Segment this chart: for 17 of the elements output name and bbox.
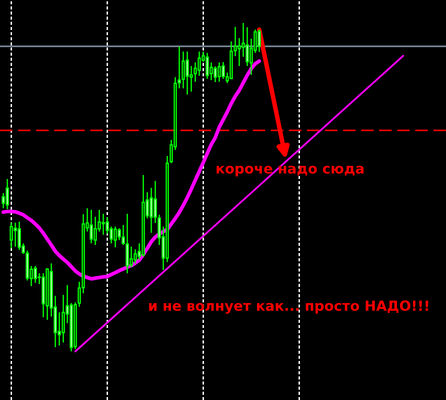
candlestick [118, 228, 121, 241]
annotation: и не волнует как... просто НАДО!!! [149, 300, 428, 314]
candlestick [214, 66, 217, 83]
candlestick [18, 221, 21, 251]
candlestick [258, 28, 261, 53]
annotation: короче надо сюда [216, 166, 364, 176]
candlestick [222, 61, 225, 80]
candlestick [186, 50, 189, 96]
candlestick [34, 265, 37, 284]
candlestick [14, 222, 17, 248]
candlestick [130, 246, 133, 268]
candlestick [90, 209, 93, 244]
candlestick [102, 213, 105, 236]
candlestick [114, 226, 117, 248]
candlestick [218, 62, 221, 82]
candlestick [126, 213, 129, 274]
candlestick [10, 222, 13, 249]
